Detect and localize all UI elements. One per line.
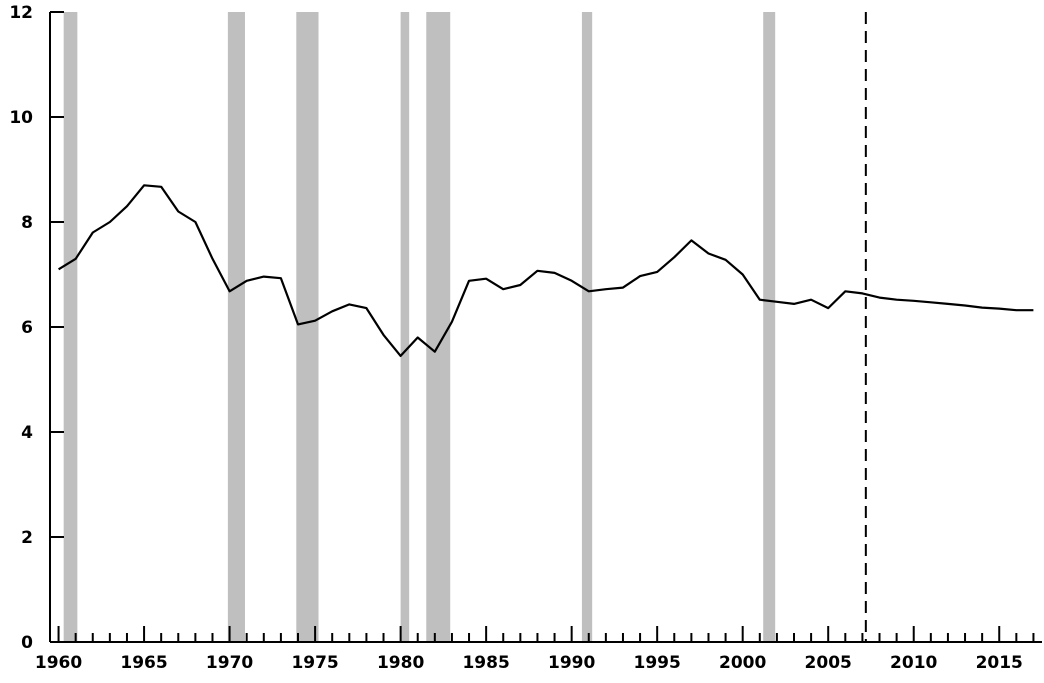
x-axis-ticks: 1960 1965 1970 1975 1980 1985 1990 1995 2000 2005… xyxy=(35,626,1035,673)
shaded-period-4 xyxy=(400,12,410,642)
y-tick-label-4: 4 xyxy=(21,423,33,443)
x-tick-label-2010: 2010 xyxy=(890,653,937,673)
x-tick-label-1970: 1970 xyxy=(206,653,253,673)
y-tick-label-2: 2 xyxy=(21,528,33,548)
x-tick-label-1965: 1965 xyxy=(120,653,167,673)
y-tick-label-10: 10 xyxy=(9,108,33,128)
shaded-periods xyxy=(63,12,776,642)
x-tick-label-1975: 1975 xyxy=(291,653,338,673)
y-tick-label-8: 8 xyxy=(21,213,33,233)
y-axis-ticks: 0 2 4 6 8 10 12 xyxy=(9,3,64,653)
axes xyxy=(49,12,1042,643)
x-tick-label-2015: 2015 xyxy=(976,653,1023,673)
y-tick-label-12: 12 xyxy=(9,3,33,23)
x-tick-label-1985: 1985 xyxy=(462,653,509,673)
x-tick-label-1960: 1960 xyxy=(35,653,82,673)
shaded-period-5 xyxy=(426,12,451,642)
series-group xyxy=(58,184,1034,357)
shaded-period-3 xyxy=(296,12,319,642)
y-tick-label-0: 0 xyxy=(21,633,33,653)
x-tick-label-2005: 2005 xyxy=(805,653,852,673)
shaded-period-6 xyxy=(581,12,593,642)
y-tick-label-6: 6 xyxy=(21,318,33,338)
shaded-period-7 xyxy=(763,12,776,642)
x-tick-label-1990: 1990 xyxy=(548,653,595,673)
series-line-1 xyxy=(58,184,1034,357)
shaded-period-2 xyxy=(227,12,245,642)
shaded-period-1 xyxy=(63,12,78,642)
x-tick-label-1995: 1995 xyxy=(634,653,681,673)
x-tick-label-2000: 2000 xyxy=(719,653,766,673)
x-tick-label-1980: 1980 xyxy=(377,653,424,673)
